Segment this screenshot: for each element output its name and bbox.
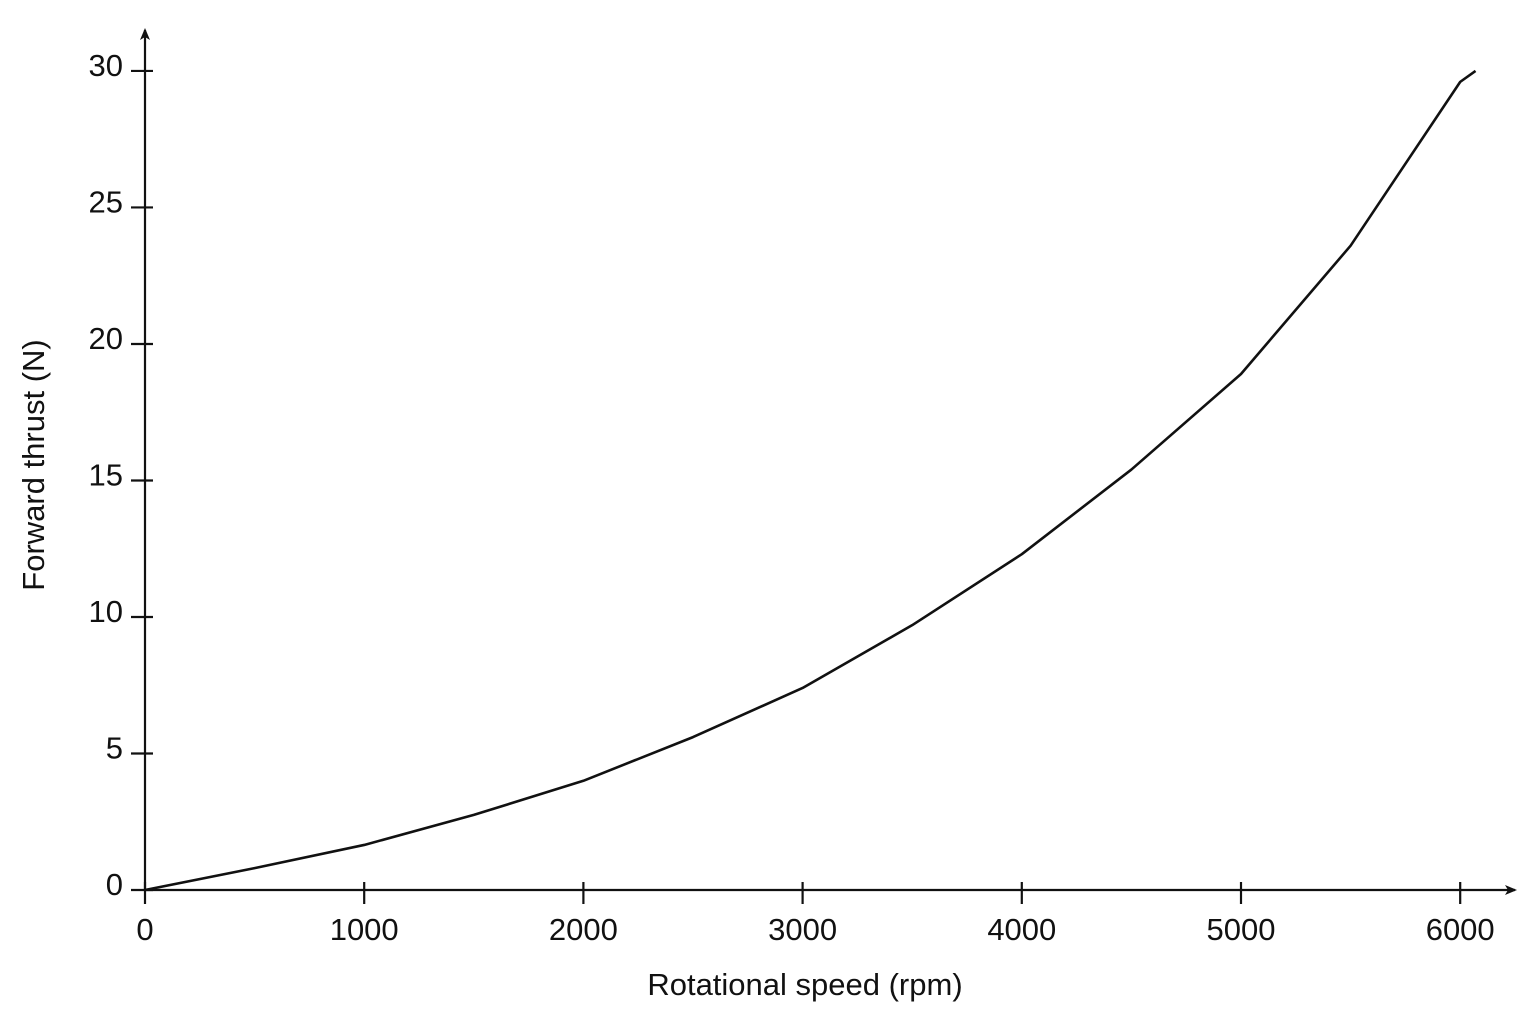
x-tick-label: 6000 [1426, 912, 1495, 947]
x-tick-label: 1000 [330, 912, 399, 947]
x-tick-label: 5000 [1207, 912, 1276, 947]
y-tick-label: 30 [89, 48, 123, 83]
x-tick-label: 0 [136, 912, 153, 947]
y-tick-label: 20 [89, 321, 123, 356]
x-tick-label: 4000 [987, 912, 1056, 947]
line [144, 69, 1477, 892]
x-axis-label: Rotational speed (rpm) [647, 967, 962, 1002]
y-tick-label: 25 [89, 185, 123, 220]
y-axis-label: Forward thrust (N) [16, 339, 51, 590]
y-tick-label: 5 [106, 731, 123, 766]
y-tick-label: 15 [89, 458, 123, 493]
x-tick-label: 3000 [768, 912, 837, 947]
x-tick-label: 2000 [549, 912, 618, 947]
y-tick-label: 0 [106, 867, 123, 902]
y-tick-label: 10 [89, 594, 123, 629]
